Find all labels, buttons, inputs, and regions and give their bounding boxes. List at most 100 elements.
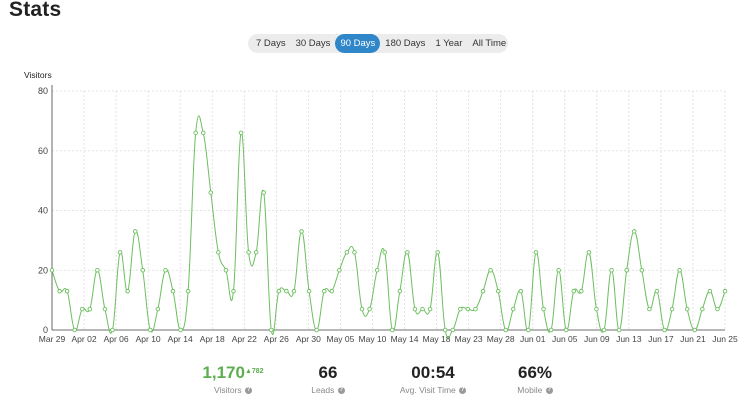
data-point[interactable] (125, 288, 130, 294)
data-point[interactable] (450, 327, 456, 333)
data-point[interactable] (72, 327, 77, 333)
data-point[interactable] (480, 288, 486, 294)
data-point[interactable] (458, 306, 463, 312)
data-point[interactable] (185, 288, 191, 294)
data-point[interactable] (269, 327, 274, 333)
data-point[interactable] (632, 229, 637, 234)
data-point[interactable] (624, 267, 629, 273)
data-point[interactable] (208, 190, 214, 195)
data-point[interactable] (556, 267, 561, 273)
data-point[interactable] (571, 288, 577, 294)
data-point[interactable] (148, 327, 153, 333)
data-point[interactable] (647, 306, 652, 312)
tab-7-days[interactable]: 7 Days (256, 38, 286, 49)
data-point[interactable] (306, 288, 312, 294)
tab-30-days[interactable]: 30 Days (295, 38, 331, 49)
data-point[interactable] (662, 327, 667, 333)
data-point[interactable] (178, 327, 183, 333)
data-point[interactable] (291, 288, 297, 294)
data-point[interactable] (321, 288, 327, 294)
data-point[interactable] (216, 250, 221, 255)
data-point[interactable] (563, 327, 569, 333)
data-point[interactable] (200, 130, 206, 136)
data-point[interactable] (488, 267, 493, 273)
data-point[interactable] (95, 267, 100, 273)
data-point[interactable] (163, 267, 168, 273)
data-point[interactable] (722, 288, 728, 294)
data-point[interactable] (344, 250, 350, 255)
data-point[interactable] (412, 306, 418, 312)
data-point[interactable] (352, 250, 357, 255)
data-point[interactable] (405, 250, 410, 255)
data-point[interactable] (140, 267, 145, 273)
tab-180-days[interactable]: 180 Days (385, 38, 426, 49)
data-point[interactable] (533, 250, 539, 255)
data-point[interactable] (253, 250, 259, 255)
data-point[interactable] (511, 306, 516, 312)
data-point[interactable] (601, 327, 607, 333)
data-point[interactable] (117, 250, 123, 255)
data-point[interactable] (337, 267, 342, 273)
data-point[interactable] (639, 267, 645, 273)
data-point[interactable] (586, 250, 592, 255)
data-point[interactable] (594, 306, 599, 312)
data-point[interactable] (359, 306, 365, 312)
data-point[interactable] (473, 306, 478, 312)
data-point[interactable] (548, 327, 554, 333)
data-point[interactable] (526, 327, 531, 333)
data-point[interactable] (465, 306, 471, 312)
data-point[interactable] (669, 306, 675, 312)
data-point[interactable] (132, 229, 138, 234)
data-point[interactable] (261, 190, 266, 195)
data-point[interactable] (193, 130, 198, 136)
data-point[interactable] (427, 306, 433, 312)
tab-90-days[interactable]: 90 Days (335, 34, 381, 53)
data-point[interactable] (390, 327, 395, 333)
data-point[interactable] (155, 306, 161, 312)
help-icon[interactable]: ? (245, 387, 253, 395)
data-point[interactable] (57, 288, 62, 294)
data-point[interactable] (231, 288, 236, 294)
data-point[interactable] (442, 327, 448, 333)
data-point[interactable] (435, 250, 440, 255)
data-point[interactable] (541, 306, 546, 312)
data-point[interactable] (110, 327, 115, 333)
data-point[interactable] (299, 229, 304, 234)
data-point[interactable] (329, 288, 335, 294)
data-point[interactable] (284, 288, 289, 294)
data-point[interactable] (238, 130, 244, 136)
tab-1-year[interactable]: 1 Year (435, 38, 463, 49)
data-point[interactable] (609, 267, 614, 273)
data-point[interactable] (49, 267, 55, 273)
data-point[interactable] (170, 288, 176, 294)
data-point[interactable] (79, 306, 85, 312)
data-point[interactable] (367, 306, 372, 312)
data-point[interactable] (715, 306, 720, 312)
data-point[interactable] (246, 250, 251, 255)
data-point[interactable] (684, 306, 690, 312)
help-icon[interactable]: ? (337, 387, 345, 395)
data-point[interactable] (579, 288, 584, 294)
data-point[interactable] (223, 267, 229, 273)
data-point[interactable] (102, 306, 108, 312)
data-point[interactable] (707, 288, 713, 294)
data-point[interactable] (518, 288, 524, 294)
data-point[interactable] (503, 327, 508, 333)
data-point[interactable] (654, 288, 660, 294)
data-point[interactable] (87, 306, 93, 312)
data-point[interactable] (397, 288, 403, 294)
data-point[interactable] (692, 327, 698, 333)
data-point[interactable] (495, 288, 501, 294)
data-point[interactable] (420, 306, 425, 312)
data-point[interactable] (616, 327, 622, 333)
data-point[interactable] (677, 267, 682, 273)
help-icon[interactable]: ? (545, 387, 553, 395)
data-point[interactable] (64, 288, 70, 294)
data-point[interactable] (374, 267, 380, 273)
tab-all-time[interactable]: All Time (472, 38, 507, 49)
data-point[interactable] (314, 327, 319, 333)
data-point[interactable] (700, 306, 705, 312)
data-point[interactable] (382, 250, 387, 255)
data-point[interactable] (276, 288, 282, 294)
help-icon[interactable]: ? (459, 387, 467, 395)
